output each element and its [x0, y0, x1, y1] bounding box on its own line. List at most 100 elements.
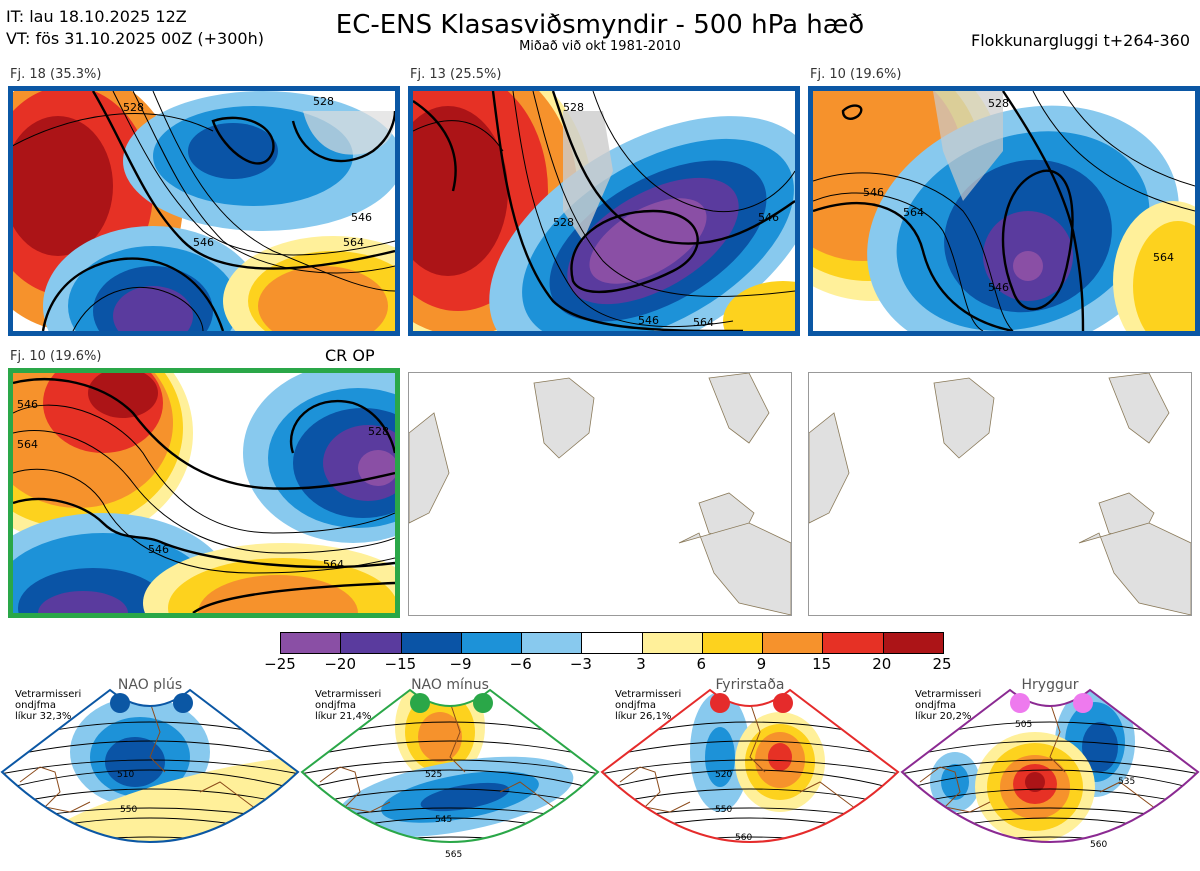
anomaly-blob: [1013, 251, 1043, 281]
regime-anomaly-blob: [35, 756, 298, 842]
contour-line: [72, 286, 204, 331]
regime-contour-label: 535: [1118, 777, 1135, 787]
contour-label: 564: [17, 438, 38, 451]
contour-label: 546: [758, 211, 779, 224]
regime-contour-label: 565: [445, 850, 462, 860]
contour-line: [1032, 91, 1195, 212]
anomaly-blob: [358, 450, 395, 486]
cluster-map-2: 528 546 564 528 546: [413, 91, 795, 331]
contour-line: [551, 91, 795, 245]
regime-anomaly-blob: [105, 737, 165, 787]
contour-line: [13, 113, 214, 147]
north-america: [809, 412, 850, 524]
regime-contour-label: 520: [715, 770, 732, 780]
colorbar-tick-label: −6: [509, 655, 532, 673]
contour-line: [413, 120, 504, 152]
regime-contour: [902, 788, 1198, 807]
regime-note-line: Vetrarmisseri: [15, 689, 82, 700]
contour-label: 546: [863, 186, 884, 199]
regime-note: Vetrarmisseri ondjfma líkur 26,1%: [615, 689, 681, 722]
colorbar-swatch: [521, 633, 582, 653]
contour-label: 564: [1153, 251, 1174, 264]
regime-contour: [602, 788, 898, 807]
contour-label: 546: [988, 281, 1009, 294]
cluster-map-1: 528 546 564 546 528: [13, 91, 395, 331]
colorbar-swatch: [822, 633, 883, 653]
empty-panel-5: [408, 372, 792, 616]
anomaly-blob: [38, 591, 128, 613]
regime-map: 505 535 560: [900, 688, 1200, 870]
regime-dot: [710, 693, 730, 713]
regime-contour: [900, 856, 1200, 870]
contour-line: [1062, 91, 1195, 187]
panel-1-label: Fj. 18 (35.3%): [10, 67, 102, 82]
panel-2-label: Fj. 13 (25.5%): [410, 67, 502, 82]
contour-label: 528: [368, 425, 389, 438]
contour-label: 564: [323, 558, 344, 571]
regime-contour: [602, 740, 898, 759]
regime-anomaly-blob: [768, 743, 792, 771]
contour-line: [1001, 169, 1074, 311]
header-times: IT: lau 18.10.2025 12Z VT: fös 31.10.202…: [6, 6, 264, 50]
contour-line: [841, 104, 863, 120]
regime-note-line: ondjfma: [615, 700, 656, 711]
colorbar-tick-label: 3: [636, 655, 646, 673]
regime-contour: [2, 788, 298, 807]
contour-line: [152, 91, 395, 292]
regime-anomaly-blob: [1082, 722, 1118, 772]
europe: [678, 522, 791, 615]
panel-3-label: Fj. 10 (19.6%): [810, 67, 902, 82]
regime-anomaly-blob: [1025, 772, 1045, 792]
contour-line: [813, 172, 1014, 331]
regime-contour-label: 550: [715, 805, 732, 815]
contour-line: [813, 192, 984, 331]
page-title: EC-ENS Klasasviðsmyndir - 500 hPa hæð: [335, 10, 865, 40]
regime-outline: [0, 688, 300, 843]
contour-line: [91, 91, 395, 270]
colorbar-swatch: [340, 633, 401, 653]
contour-line: [570, 209, 699, 294]
regime-note-line: Vetrarmisseri: [915, 689, 982, 700]
regime-outline: [900, 688, 1200, 843]
contour-line: [532, 91, 795, 298]
regime-contour: [600, 856, 900, 870]
contour-label: 546: [148, 543, 169, 556]
regime-map: 520 550 560: [600, 688, 900, 870]
cluster-map-4: 546 564 528 546 564: [13, 373, 395, 613]
contour-line: [41, 257, 225, 331]
anomaly-blob: [413, 106, 508, 276]
contour-label: 546: [193, 236, 214, 249]
contour-line: [813, 202, 1014, 331]
contour-line: [290, 400, 395, 454]
contour-line: [132, 91, 395, 274]
land-mass: [563, 111, 613, 241]
colorbar-tick-label: −15: [384, 655, 417, 673]
colorbar-tick-label: 6: [696, 655, 707, 673]
contour-label: 564: [693, 316, 714, 329]
cluster-panel-3: 528 546 564 546 564: [808, 86, 1200, 336]
contour-label: 528: [553, 216, 574, 229]
contour-line: [13, 429, 395, 554]
europe: [1078, 522, 1191, 615]
regime-note: Vetrarmisseri ondjfma líkur 21,4%: [315, 689, 381, 722]
regime-title: Fyrirstaða: [715, 677, 785, 693]
regime-contour: [302, 740, 598, 759]
regime-contour-label: 560: [735, 833, 752, 843]
regime-contour-label: 550: [120, 805, 137, 815]
contour-label: 546: [351, 211, 372, 224]
anomaly-blob: [88, 373, 158, 418]
regime-note: Vetrarmisseri ondjfma líkur 32,3%: [15, 689, 81, 722]
regime-contour-label: 510: [117, 770, 134, 780]
contour-line: [491, 91, 744, 331]
regime-note-line: líkur 20,2%: [915, 711, 972, 722]
regime-contour: [602, 836, 898, 842]
panel-4-tag: CR OP: [325, 346, 375, 365]
empty-panel-6: [808, 372, 1192, 616]
cluster-panel-1: 528 546 564 546 528: [8, 86, 400, 336]
contour-line: [512, 91, 734, 328]
regime-outline: [300, 688, 600, 843]
contour-label: 564: [903, 206, 924, 219]
regime-contour: [602, 769, 898, 791]
colorbar-tick-label: 20: [872, 655, 892, 673]
contour-line: [13, 497, 395, 569]
